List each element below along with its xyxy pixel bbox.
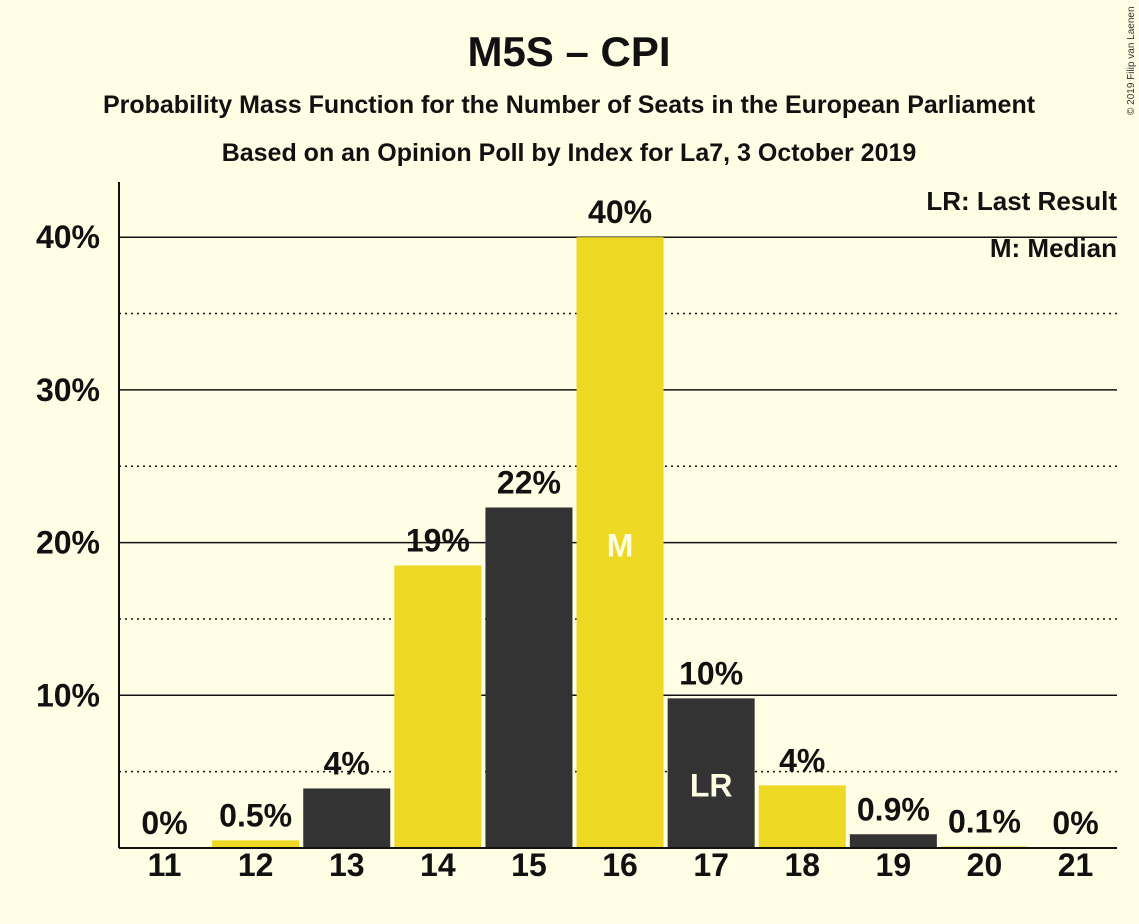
x-tick-label: 15: [511, 847, 547, 883]
x-tick-label: 16: [602, 847, 638, 883]
data-label-19: 0.9%: [857, 791, 930, 827]
y-tick-label: 40%: [36, 219, 100, 255]
gridlines: 10% 20% 30% 40%: [36, 219, 1117, 773]
x-tick-label: 13: [329, 847, 365, 883]
legend-last-result: LR: Last Result: [926, 186, 1117, 216]
data-label-17: 10%: [679, 655, 743, 691]
y-tick-label: 10%: [36, 677, 100, 713]
chart-title: M5S – CPI: [467, 28, 670, 75]
data-labels: 0% 11 0.5% 12 4% 13 19% 14 22% 15 40% 16 M 10% 17 LR 4% 1…: [141, 194, 1098, 883]
bar-12: [212, 840, 300, 848]
bar-16: [576, 237, 664, 848]
bar-18: [758, 785, 846, 848]
bar-17: [667, 698, 755, 848]
data-label-12: 0.5%: [219, 797, 292, 833]
bar-19: [849, 834, 937, 848]
data-label-18: 4%: [779, 742, 825, 778]
y-tick-label: 20%: [36, 525, 100, 561]
axes: [118, 182, 1117, 849]
bars: [212, 237, 1028, 848]
bar-13: [303, 788, 391, 848]
y-tick-label: 30%: [36, 372, 100, 408]
x-tick-label: 17: [693, 847, 729, 883]
chart-subtitle-2: Based on an Opinion Poll by Index for La…: [222, 139, 917, 167]
x-tick-label: 20: [967, 847, 1003, 883]
x-tick-label: 19: [876, 847, 912, 883]
bar-14: [394, 565, 482, 848]
legend-median: M: Median: [990, 233, 1117, 263]
bar-15: [485, 507, 573, 848]
data-label-20: 0.1%: [948, 803, 1021, 839]
x-tick-label: 18: [784, 847, 820, 883]
x-tick-label: 14: [420, 847, 456, 883]
x-tick-label: 21: [1058, 847, 1094, 883]
x-tick-label: 12: [238, 847, 274, 883]
data-label-16: 40%: [588, 194, 652, 230]
data-label-11: 0%: [141, 805, 187, 841]
copyright-text: © 2019 Filip van Laenen: [1126, 6, 1137, 115]
median-marker: M: [607, 528, 634, 564]
data-label-21: 0%: [1052, 805, 1098, 841]
data-label-13: 4%: [324, 745, 370, 781]
last-result-marker: LR: [690, 767, 733, 803]
data-label-15: 22%: [497, 464, 561, 500]
chart-subtitle: Probability Mass Function for the Number…: [103, 91, 1036, 119]
data-label-14: 19%: [406, 523, 470, 559]
x-tick-label: 11: [148, 847, 182, 883]
